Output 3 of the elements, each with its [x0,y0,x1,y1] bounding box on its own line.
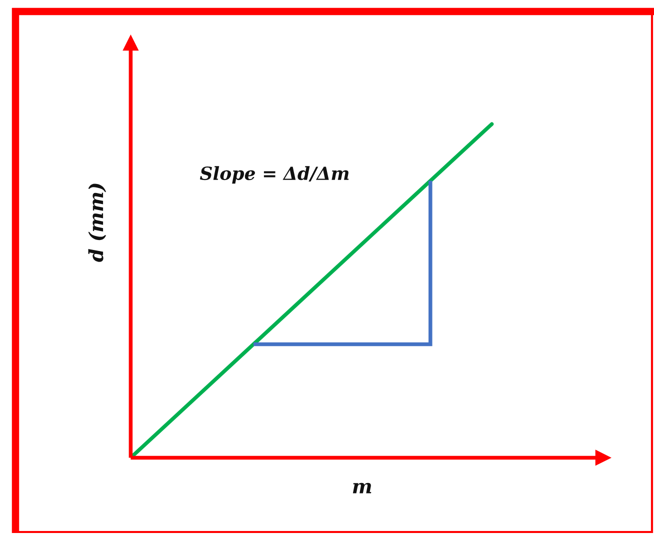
y-axis-title: d (mm) [88,184,106,262]
x-axis-title: m [352,482,372,494]
annotation: Slope = Δd/Δm [200,166,349,184]
